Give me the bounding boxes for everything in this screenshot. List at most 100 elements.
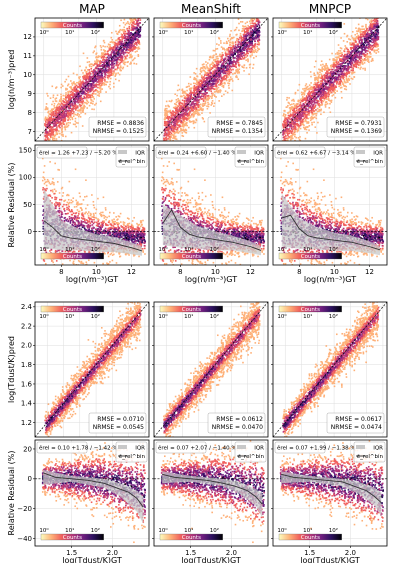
colorbar-strip — [278, 305, 342, 313]
x-tick-label: 2.0 — [107, 549, 118, 557]
density-points — [279, 440, 384, 530]
median-line — [281, 473, 382, 504]
colorbar-label: Counts — [63, 23, 82, 29]
nrmse-label: NRMSE = 0.1525 — [93, 128, 144, 135]
x-tick-label: 1.5 — [304, 549, 315, 557]
legend-iqr-label: IQR — [254, 151, 264, 157]
identity-line — [35, 302, 149, 437]
y-tick-label: 1.8 — [21, 361, 32, 369]
rmse-label: RMSE = 0.0617 — [335, 416, 382, 423]
colorbar-tick: 10² — [210, 29, 219, 36]
colorbar-strip — [40, 21, 104, 29]
y-tick-label: 8 — [28, 109, 32, 117]
legend-iqr-swatch — [356, 150, 365, 154]
legend-median-label: ẽ_rel^bin — [119, 454, 146, 460]
colorbar-tick: 10⁰ — [39, 313, 49, 320]
colorbar: Counts 10⁰ 10¹ 10² — [277, 527, 342, 541]
x-axis-label: log(Tdust/K)GT — [62, 556, 122, 563]
metrics-box — [88, 412, 147, 434]
summary-label: ẽrel = 0.62 +6.67 / −3.14 % — [277, 151, 356, 157]
panel-frame — [272, 439, 388, 547]
panel: ẽrel = 0.10 +1.78 / −1.42 % IQR ẽ_rel^bin C… — [17, 439, 150, 563]
rmse-label: RMSE = 0.7845 — [216, 120, 263, 127]
colorbar: Counts 10⁰ 10¹ 10² — [39, 21, 104, 36]
colorbar-tick: 10¹ — [184, 29, 193, 36]
colorbar-tick: 10⁰ — [158, 527, 168, 534]
x-tick-label: 10 — [92, 268, 101, 276]
panel-frame — [34, 439, 150, 547]
legend-median-label: ẽ_rel^bin — [357, 454, 384, 460]
colorbar-tick: 10² — [329, 246, 338, 253]
row-y-axis-label: log(Tdust/K)pred — [7, 336, 16, 403]
colorbar-label: Counts — [182, 307, 201, 313]
colorbar: Counts 10⁰ 10¹ 10² — [158, 246, 223, 260]
colorbar-tick: 10² — [91, 246, 100, 253]
x-tick-label: 12 — [127, 268, 136, 276]
colorbar-tick: 10¹ — [65, 29, 74, 36]
row-y-axis-label: Relative Residual (%) — [7, 451, 16, 536]
colorbar-tick: 10² — [329, 527, 338, 534]
density-points — [282, 302, 380, 437]
y-tick-label: 11 — [23, 52, 32, 60]
summary-box — [36, 146, 88, 159]
colorbar-tick: 10⁰ — [39, 527, 49, 534]
nrmse-label: NRMSE = 0.1354 — [212, 128, 263, 135]
colorbar-label: Counts — [63, 254, 82, 260]
x-tick-label: 12 — [246, 268, 255, 276]
colorbar-tick: 10⁰ — [158, 313, 168, 320]
rmse-label: RMSE = 0.8836 — [97, 120, 144, 127]
colorbar-tick: 10⁰ — [277, 29, 287, 36]
x-tick-label: 2.0 — [345, 549, 356, 557]
y-tick-label: 100 — [19, 174, 32, 182]
column-title: MeanShift — [181, 2, 241, 16]
y-tick-label: 150 — [19, 147, 32, 155]
colorbar-tick: 10¹ — [184, 246, 193, 253]
metrics-box — [207, 116, 266, 138]
colorbar-strip — [278, 252, 342, 260]
colorbar-tick: 10⁰ — [39, 29, 49, 36]
metrics-box — [207, 412, 266, 434]
summary-box — [274, 441, 326, 454]
y-tick-label: −40 — [17, 535, 32, 543]
summary-label: ẽrel = 0.10 +1.78 / −1.42 % — [39, 446, 118, 452]
rmse-label: RMSE = 0.0710 — [97, 416, 144, 423]
colorbar-label: Counts — [63, 307, 82, 313]
legend-median-label: ẽ_rel^bin — [119, 159, 146, 165]
x-tick-label: 10 — [211, 268, 220, 276]
y-tick-label: 1.6 — [21, 380, 33, 388]
colorbar-label: Counts — [301, 535, 320, 541]
median-line — [162, 208, 262, 251]
legend-iqr-label: IQR — [135, 446, 145, 452]
row-y-axis-label: Relative Residual (%) — [7, 163, 16, 248]
panel-frame — [34, 301, 150, 438]
summary-box — [274, 146, 326, 159]
median-line — [162, 473, 263, 505]
panel: ẽrel = 0.07 +2.07 / −1.40 % IQR ẽ_rel^bin C… — [152, 439, 269, 563]
colorbar-tick: 10² — [329, 313, 338, 320]
colorbar-tick: 10¹ — [65, 313, 74, 320]
legend-iqr-swatch — [118, 150, 127, 154]
iqr-band — [162, 204, 261, 256]
legend-iqr-swatch — [356, 445, 365, 449]
nrmse-label: NRMSE = 0.0545 — [93, 424, 144, 431]
colorbar-tick: 10² — [329, 29, 338, 36]
summary-label: ẽrel = 1.26 +7.23 / −5.20 % — [39, 151, 118, 157]
colorbar: Counts 10⁰ 10¹ 10² — [277, 21, 342, 36]
x-axis-label: log(n/m⁻³)GT — [185, 275, 237, 284]
colorbar-tick: 10⁰ — [39, 246, 49, 253]
colorbar-strip — [40, 305, 104, 313]
summary-box — [155, 146, 207, 159]
metrics-box — [326, 412, 385, 434]
panel-frame — [153, 144, 269, 266]
panel-frame — [272, 17, 388, 142]
colorbar-tick: 10⁰ — [158, 246, 168, 253]
summary-box — [155, 441, 207, 454]
colorbar-strip — [159, 305, 223, 313]
colorbar-tick: 10² — [210, 313, 219, 320]
panel-frame — [153, 301, 269, 438]
column-title: MAP — [79, 2, 105, 16]
